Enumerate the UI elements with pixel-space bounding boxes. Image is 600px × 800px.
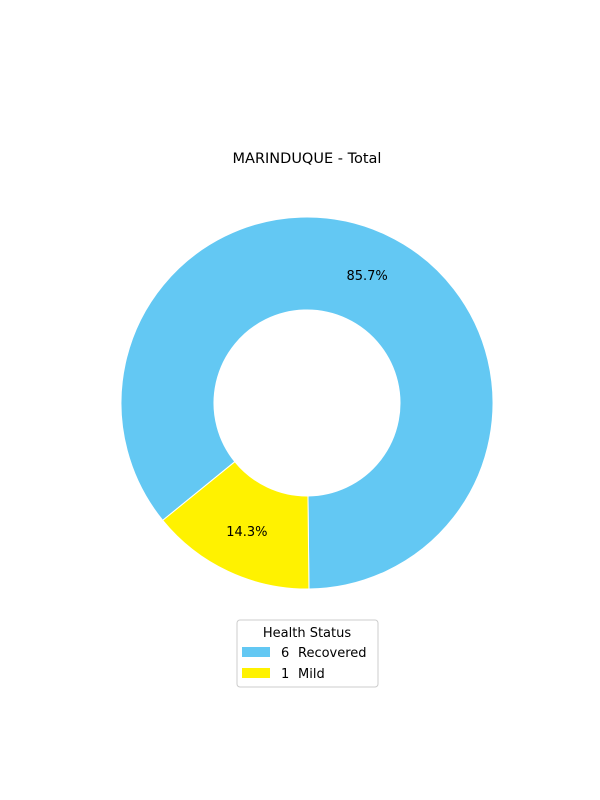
slice-label-mild: 14.3% — [226, 525, 267, 540]
legend-label-recovered: Recovered — [298, 646, 367, 661]
legend-label-mild: Mild — [298, 667, 325, 682]
legend-entry-recovered: 6 Recovered — [242, 646, 367, 661]
legend-title: Health Status — [263, 626, 351, 641]
slice-mild — [161, 460, 310, 590]
donut-slices: 85.7% 14.3% — [120, 216, 494, 590]
legend-frame — [236, 619, 379, 688]
legend-count-mild: 1 — [281, 667, 289, 682]
legend: Health Status 6 Recovered 1 Mild — [236, 619, 379, 688]
legend-swatch-recovered — [242, 647, 270, 657]
legend-swatch-mild — [242, 668, 270, 678]
chart-title: MARINDUQUE - Total — [233, 151, 382, 167]
legend-entry-mild: 1 Mild — [242, 667, 325, 682]
slice-recovered — [120, 216, 494, 590]
slice-label-recovered: 85.7% — [346, 269, 387, 284]
legend-count-recovered: 6 — [281, 646, 289, 661]
